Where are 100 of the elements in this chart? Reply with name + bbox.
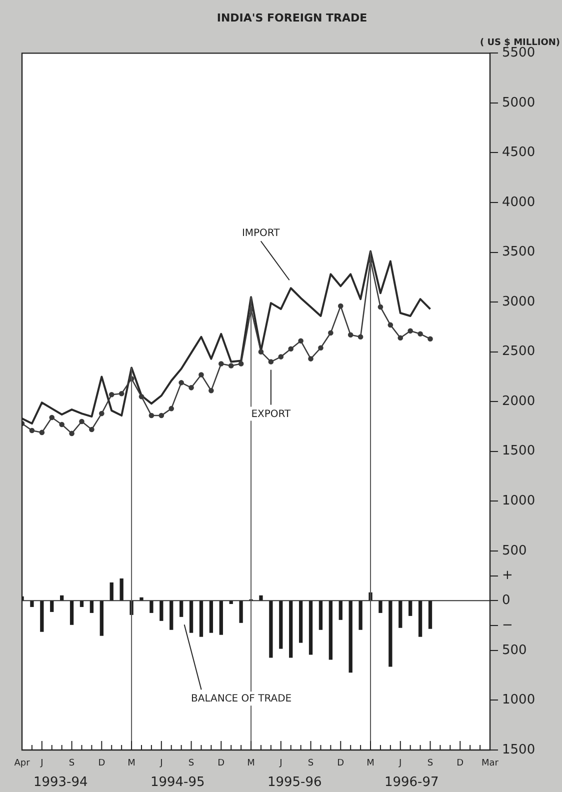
point — [29, 428, 35, 434]
text: 1995-96 — [267, 775, 322, 790]
x-tick-label: M — [247, 758, 255, 769]
point — [238, 361, 244, 366]
y-tick-label: 2000 — [502, 394, 536, 409]
bar — [348, 600, 352, 673]
point — [69, 430, 74, 436]
y-tick-label: 5000 — [502, 95, 536, 110]
point — [378, 304, 384, 310]
bar — [189, 600, 194, 633]
point — [308, 356, 314, 362]
point — [158, 412, 164, 418]
point — [288, 346, 294, 352]
y-tick-label: 4500 — [502, 145, 536, 160]
point — [218, 361, 224, 366]
point — [39, 430, 45, 436]
bar — [229, 600, 233, 604]
y-tick-label: 500 — [502, 543, 527, 558]
x-tick-label: S — [188, 758, 194, 769]
bar — [358, 600, 362, 630]
bar — [308, 600, 313, 655]
bar — [40, 600, 44, 632]
point — [148, 412, 154, 418]
bar — [298, 600, 303, 643]
point — [328, 330, 334, 336]
x-tick-label: D — [98, 758, 106, 769]
bar — [279, 600, 283, 649]
point — [388, 322, 394, 328]
text: IMPORT — [242, 228, 281, 240]
x-tick-label: M — [128, 758, 136, 769]
point — [358, 334, 364, 340]
x-tick-label: J — [159, 758, 163, 769]
point — [298, 338, 304, 344]
y-tick-label: 1500 — [502, 742, 536, 758]
bar — [80, 600, 84, 607]
chart-title: INDIA'S FOREIGN TRADE — [216, 11, 368, 24]
point — [398, 335, 404, 341]
x-tick-label: S — [308, 758, 314, 769]
bar — [338, 600, 342, 620]
bar — [209, 600, 214, 633]
y-tick-label: 5500 — [502, 46, 536, 61]
bar — [328, 600, 333, 660]
bar — [239, 600, 243, 623]
y-tick-label: 1000 — [502, 692, 536, 708]
text: EXPORT — [251, 408, 292, 420]
bar — [269, 600, 273, 658]
point — [208, 388, 214, 394]
point — [138, 394, 144, 400]
point — [59, 422, 64, 428]
y-tick-label: + — [502, 568, 513, 584]
bar — [219, 600, 223, 635]
point — [418, 331, 423, 337]
point — [198, 372, 204, 378]
bar — [408, 600, 412, 616]
bar — [398, 600, 402, 628]
point — [168, 406, 174, 412]
bar — [110, 582, 114, 601]
point — [79, 418, 84, 424]
bar — [259, 595, 263, 601]
bar — [199, 600, 204, 637]
point — [108, 392, 114, 398]
y-tick-label: 1500 — [502, 444, 536, 459]
point — [258, 349, 264, 354]
x-tick-label: J — [278, 758, 282, 769]
x-tick-label: D — [456, 758, 464, 769]
bar — [30, 600, 34, 607]
bar — [70, 600, 74, 625]
bar — [160, 600, 164, 621]
x-tick-label: M — [366, 758, 374, 769]
y-tick-label: 4000 — [502, 194, 536, 210]
point — [118, 390, 124, 396]
point — [99, 410, 104, 416]
point — [338, 303, 344, 309]
bar — [50, 600, 54, 612]
bar — [388, 600, 392, 667]
point — [188, 385, 194, 390]
y-tick-label: 2500 — [502, 344, 536, 360]
bar — [378, 600, 382, 613]
point — [49, 414, 55, 420]
y-tick-label: − — [502, 618, 513, 633]
text: BALANCE OF TRADE — [191, 694, 292, 705]
bar — [100, 600, 104, 636]
x-tick-label: S — [68, 758, 75, 769]
bar — [90, 600, 94, 613]
x-tick-label: J — [40, 758, 44, 769]
y-tick-label: 3500 — [502, 244, 536, 260]
y-tick-label: 0 — [502, 593, 510, 608]
point — [428, 336, 433, 342]
y-tick-label: 3000 — [502, 294, 536, 310]
text: 1993-94 — [33, 775, 88, 790]
x-tick-label: D — [218, 758, 225, 769]
point — [89, 426, 94, 432]
bar — [428, 600, 432, 629]
x-tick-label: J — [398, 758, 402, 769]
point — [318, 345, 324, 350]
point — [268, 359, 274, 364]
point — [278, 354, 284, 360]
bar — [179, 600, 184, 617]
text: 1996-97 — [384, 775, 439, 790]
y-axis-title: ( US $ MILLION) — [480, 38, 560, 48]
